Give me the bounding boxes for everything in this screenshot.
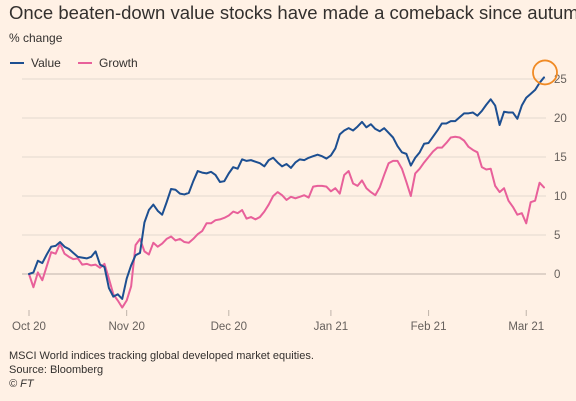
y-tick-label-15: 15 (554, 152, 567, 164)
x-tick-label-2: Dec 20 (211, 321, 247, 333)
series-line-value (28, 76, 545, 300)
y-tick-label-25: 25 (554, 74, 567, 86)
x-tick-label-0: Oct 20 (12, 321, 46, 333)
highlight-circle (532, 59, 558, 86)
series-line-growth (28, 135, 545, 309)
footnote-source: Source: Bloomberg (9, 364, 104, 376)
annotations (532, 59, 558, 86)
legend-item-growth: Growth (78, 56, 138, 70)
legend-label-growth: Growth (99, 56, 138, 70)
line-chart: 0 5 10 15 20 25 Oct 20 Nov 20 Dec 20 Jan 21 Feb 2… (12, 59, 567, 333)
y-tick-label-10: 10 (554, 191, 567, 203)
chart-title: Once beaten-down value stocks have made … (9, 2, 576, 23)
x-tick-label-4: Feb 21 (411, 321, 447, 333)
x-tick-label-3: Jan 21 (314, 321, 349, 333)
y-tick-label-5: 5 (554, 230, 560, 242)
series-lines (28, 76, 545, 309)
x-tick-label-1: Nov 20 (108, 321, 144, 333)
legend-item-value: Value (10, 56, 61, 70)
y-tick-label-0: 0 (554, 269, 560, 281)
legend-label-value: Value (31, 56, 61, 70)
y-tick-label-20: 20 (554, 113, 567, 125)
grid-lines (22, 78, 546, 275)
legend-swatch-growth (78, 62, 92, 64)
y-axis-ticks: 0 5 10 15 20 25 (554, 74, 567, 281)
ft-credit: © FT (9, 378, 34, 390)
x-tick-label-5: Mar 21 (508, 321, 544, 333)
footnote-description: MSCI World indices tracking global devel… (9, 350, 314, 362)
legend-swatch-value (10, 62, 24, 64)
x-axis-ticks: Oct 20 Nov 20 Dec 20 Jan 21 Feb 21 Mar 21 (12, 310, 544, 333)
y-axis-unit-label: % change (9, 31, 63, 45)
